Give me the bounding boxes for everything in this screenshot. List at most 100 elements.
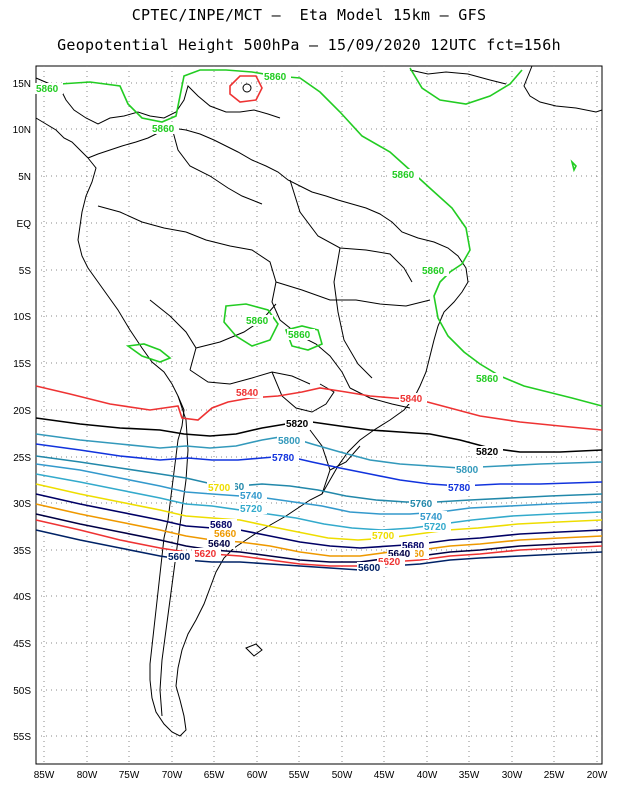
lat-label: 15S bbox=[13, 359, 31, 370]
contour-label-bg bbox=[475, 446, 503, 457]
contour-label-bg bbox=[447, 482, 475, 493]
lesser-antilles bbox=[523, 65, 603, 113]
lat-label: 10S bbox=[13, 312, 31, 323]
contour-5860-brazil bbox=[284, 325, 323, 351]
contour-label-bg bbox=[239, 490, 267, 501]
island-falklands bbox=[245, 643, 263, 657]
border-argentina-uruguay bbox=[309, 429, 331, 495]
border-brazil-states-1 bbox=[289, 179, 413, 283]
contour-label: 5860 bbox=[264, 72, 287, 83]
contour-labels: 5860 5860 5860 5860 5860 5860 5860 5860 5840 5840… bbox=[35, 71, 503, 574]
contour-5640 bbox=[35, 513, 603, 563]
contour-label: 5760 bbox=[410, 499, 433, 510]
border-brazil-states-4 bbox=[349, 387, 411, 409]
contour-label: 5620 bbox=[194, 549, 217, 560]
lat-label: 5N bbox=[18, 172, 31, 183]
contour-label-bg bbox=[207, 482, 235, 493]
contour-label-bg bbox=[285, 418, 313, 429]
lon-label: 60W bbox=[247, 770, 268, 781]
contour-label-bg bbox=[475, 373, 503, 384]
border-colombia-peru bbox=[97, 205, 187, 233]
contour-label-bg bbox=[419, 511, 447, 522]
contour-label: 5720 bbox=[424, 522, 447, 533]
lon-label: 20W bbox=[587, 770, 608, 781]
border-brazil-states-2 bbox=[333, 247, 373, 379]
contour-label: 5620 bbox=[378, 557, 401, 568]
lon-label: 30W bbox=[502, 770, 523, 781]
contour-label: 5740 bbox=[240, 491, 263, 502]
contour-label: 5840 bbox=[400, 394, 423, 405]
contour-label: 5800 bbox=[456, 465, 479, 476]
contour-label-bg bbox=[423, 521, 451, 532]
contour-label: 5860 bbox=[36, 84, 59, 95]
lon-label: 55W bbox=[289, 770, 310, 781]
lat-label: 40S bbox=[13, 592, 31, 603]
contour-label-bg bbox=[167, 551, 195, 562]
contour-5860-atlantic bbox=[570, 159, 577, 173]
contour-label-bg bbox=[455, 464, 483, 475]
lon-label: 45W bbox=[374, 770, 395, 781]
contour-label-bg bbox=[193, 548, 221, 559]
contour-label: 5700 bbox=[372, 531, 395, 542]
contour-label-bg bbox=[287, 329, 315, 340]
border-colombia-venezuela bbox=[171, 127, 263, 205]
lat-label: 25S bbox=[13, 453, 31, 464]
latitude-labels: 15N 10N 5N EQ 5S 10S 15S 20S 25S 30S 35S 40S 45S 50S 5… bbox=[13, 79, 32, 743]
contour-5660 bbox=[35, 503, 603, 557]
contour-label-bg bbox=[401, 540, 429, 551]
title-line-2: Geopotential Height 500hPa – 15/09/2020 … bbox=[57, 36, 561, 54]
contour-label-bg bbox=[235, 387, 263, 398]
lat-label: 45S bbox=[13, 639, 31, 650]
lat-label: 30S bbox=[13, 499, 31, 510]
contour-label: 5640 bbox=[208, 539, 231, 550]
contour-label: 5800 bbox=[278, 436, 301, 447]
lon-label: 70W bbox=[162, 770, 183, 781]
title-line-1: CPTEC/INPE/MCT – Eta Model 15km – GFS bbox=[131, 6, 487, 24]
contour-label: 5600 bbox=[168, 552, 191, 563]
contour-5740 bbox=[35, 463, 603, 515]
height-contours bbox=[35, 67, 603, 571]
longitude-labels: 85W 80W 75W 70W 65W 60W 55W 50W 45W 40W 35W 30W 25W 2… bbox=[34, 770, 608, 781]
lat-label: 15N bbox=[13, 79, 31, 90]
contour-label: 5780 bbox=[272, 453, 295, 464]
lon-label: 40W bbox=[417, 770, 438, 781]
contour-label-bg bbox=[277, 435, 305, 446]
contour-label-bg bbox=[391, 169, 419, 180]
contour-label-bg bbox=[409, 498, 437, 509]
lon-label: 65W bbox=[204, 770, 225, 781]
contour-label-bg bbox=[213, 528, 241, 539]
lat-label: 55S bbox=[13, 732, 31, 743]
contour-label: 5860 bbox=[288, 330, 311, 341]
coastlines bbox=[35, 65, 603, 737]
contour-label-bg bbox=[209, 519, 237, 530]
contour-label: 5600 bbox=[358, 563, 381, 574]
contour-label-bg bbox=[387, 548, 415, 559]
central-america-coast bbox=[35, 77, 281, 125]
contour-5860-north bbox=[35, 69, 603, 407]
contour-label: 5680 bbox=[210, 520, 233, 531]
contour-5840-high bbox=[229, 75, 263, 103]
contour-5760 bbox=[35, 455, 603, 503]
contour-5720 bbox=[35, 473, 603, 531]
lat-label: 50S bbox=[13, 686, 31, 697]
border-brazil-states-3 bbox=[275, 281, 431, 307]
contour-5600 bbox=[35, 529, 603, 571]
lon-label: 85W bbox=[34, 770, 55, 781]
contour-label: 5640 bbox=[388, 549, 411, 560]
contour-label-bg bbox=[421, 265, 449, 276]
contour-label: 5820 bbox=[476, 447, 499, 458]
contour-5620 bbox=[35, 519, 603, 567]
contour-label-bg bbox=[239, 503, 267, 514]
contour-label-bg bbox=[399, 393, 427, 404]
contour-5860-peru bbox=[125, 343, 172, 363]
lat-label: 35S bbox=[13, 546, 31, 557]
contour-5860-bolivia bbox=[223, 303, 279, 347]
contour-5860-northeast bbox=[409, 67, 523, 105]
contour-label: 5780 bbox=[448, 483, 471, 494]
contour-label-bg bbox=[263, 71, 291, 82]
contour-5700 bbox=[35, 483, 603, 541]
central-america-west bbox=[35, 117, 89, 159]
contour-label-bg bbox=[35, 83, 63, 94]
contour-label-bg bbox=[245, 315, 273, 326]
contour-label: 5840 bbox=[236, 388, 259, 399]
